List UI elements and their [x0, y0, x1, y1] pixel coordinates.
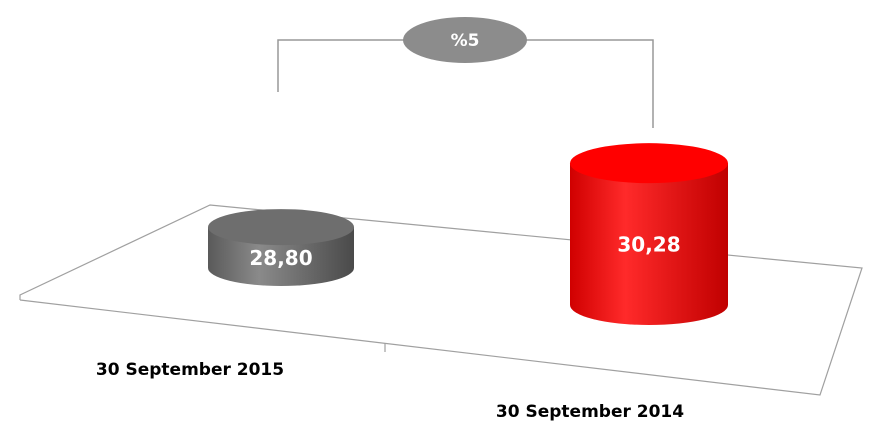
- category-label: 30 September 2014: [496, 402, 684, 422]
- floor: [19, 204, 863, 396]
- category-label: 30 September 2015: [96, 360, 284, 380]
- bracket: [277, 39, 654, 128]
- annotation: %5: [451, 31, 480, 51]
- bracket-left: [277, 39, 405, 92]
- value-label: 30,28: [617, 233, 680, 257]
- bracket-right: [525, 39, 654, 128]
- cylinder-body: [570, 163, 728, 325]
- value-label: 28,80: [249, 246, 312, 270]
- cylinder-top: [570, 143, 728, 184]
- floor-outline: [19, 204, 863, 396]
- cylinder-top: [208, 209, 354, 246]
- annotation-bubble: [403, 17, 527, 63]
